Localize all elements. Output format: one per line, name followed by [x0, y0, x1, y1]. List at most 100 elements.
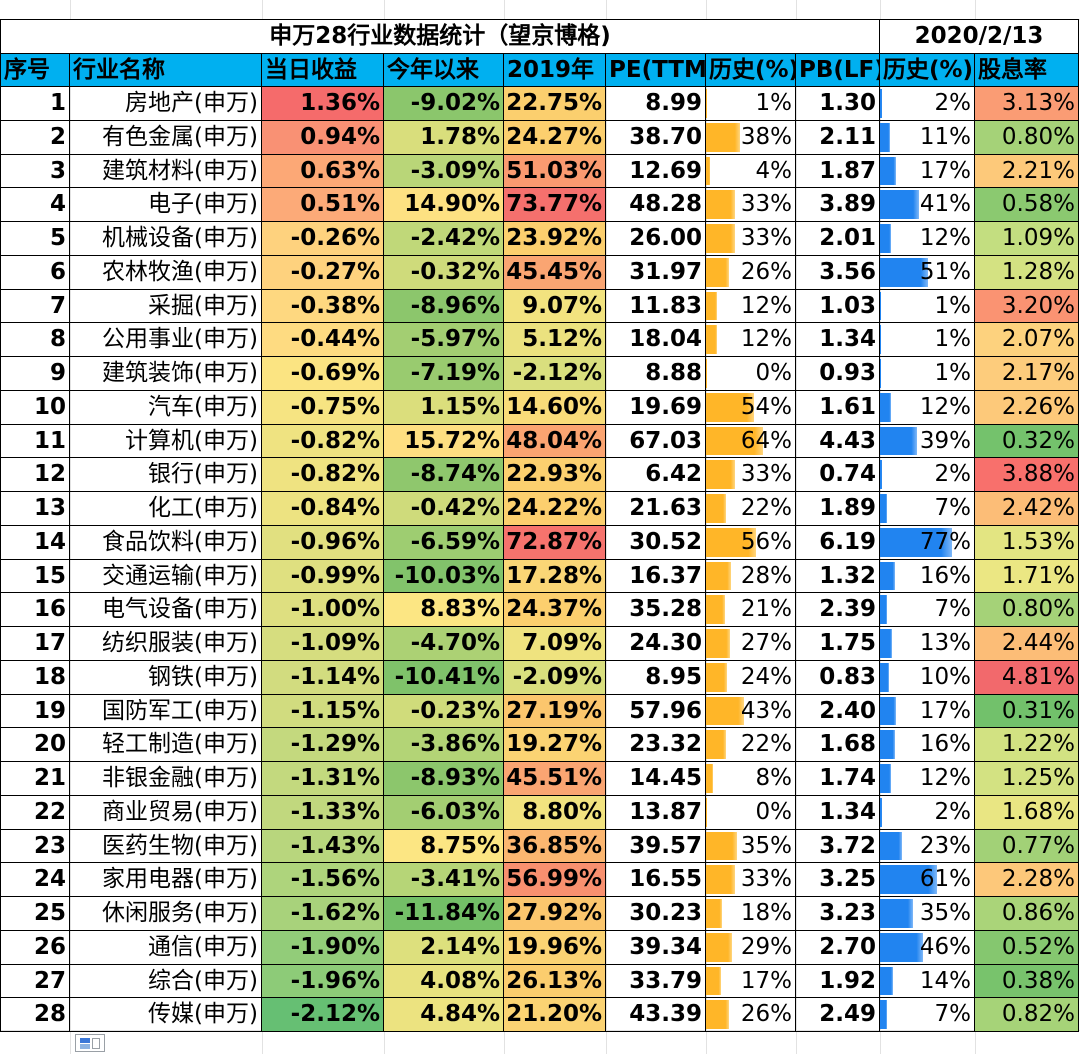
- ytd-return[interactable]: -3.09%: [384, 155, 504, 188]
- daily-return[interactable]: -0.82%: [262, 458, 384, 492]
- pe-history[interactable]: 12%: [706, 290, 796, 323]
- pb-history[interactable]: 10%: [880, 661, 975, 695]
- pb-history[interactable]: 46%: [880, 931, 975, 965]
- pe-ttm[interactable]: 18.04: [606, 323, 706, 357]
- row-index[interactable]: 27: [0, 965, 70, 998]
- pb-history[interactable]: 16%: [880, 560, 975, 593]
- daily-return[interactable]: -0.27%: [262, 256, 384, 290]
- header-index[interactable]: 序号: [0, 54, 70, 87]
- row-index[interactable]: 8: [0, 323, 70, 357]
- dividend-yield[interactable]: 3.20%: [975, 290, 1079, 323]
- daily-return[interactable]: -1.56%: [262, 863, 384, 897]
- ytd-return[interactable]: -0.32%: [384, 256, 504, 290]
- ytd-return[interactable]: -4.70%: [384, 627, 504, 661]
- return-2019[interactable]: 51.03%: [504, 155, 606, 188]
- pb-lf[interactable]: 0.83: [796, 661, 880, 695]
- return-2019[interactable]: 24.37%: [504, 593, 606, 627]
- pe-history[interactable]: 22%: [706, 728, 796, 762]
- return-2019[interactable]: 19.96%: [504, 931, 606, 965]
- dividend-yield[interactable]: 2.44%: [975, 627, 1079, 661]
- return-2019[interactable]: 73.77%: [504, 188, 606, 222]
- dividend-yield[interactable]: 3.88%: [975, 458, 1079, 492]
- pe-history[interactable]: 21%: [706, 593, 796, 627]
- pe-history[interactable]: 29%: [706, 931, 796, 965]
- row-index[interactable]: 9: [0, 357, 70, 391]
- industry-name[interactable]: 非银金融(申万): [70, 762, 262, 796]
- row-index[interactable]: 14: [0, 526, 70, 560]
- paste-options-icon[interactable]: [75, 1034, 105, 1052]
- pb-lf[interactable]: 3.72: [796, 830, 880, 863]
- industry-name[interactable]: 国防军工(申万): [70, 695, 262, 728]
- industry-name[interactable]: 机械设备(申万): [70, 222, 262, 256]
- industry-name[interactable]: 交通运输(申万): [70, 560, 262, 593]
- pb-lf[interactable]: 1.03: [796, 290, 880, 323]
- pb-lf[interactable]: 3.89: [796, 188, 880, 222]
- ytd-return[interactable]: -10.41%: [384, 661, 504, 695]
- industry-name[interactable]: 钢铁(申万): [70, 661, 262, 695]
- ytd-return[interactable]: 1.78%: [384, 121, 504, 155]
- pb-lf[interactable]: 3.56: [796, 256, 880, 290]
- pb-lf[interactable]: 1.34: [796, 323, 880, 357]
- daily-return[interactable]: -0.38%: [262, 290, 384, 323]
- ytd-return[interactable]: 1.15%: [384, 391, 504, 425]
- row-index[interactable]: 20: [0, 728, 70, 762]
- return-2019[interactable]: -2.12%: [504, 357, 606, 391]
- pb-lf[interactable]: 1.92: [796, 965, 880, 998]
- industry-name[interactable]: 化工(申万): [70, 492, 262, 526]
- industry-name[interactable]: 建筑材料(申万): [70, 155, 262, 188]
- daily-return[interactable]: -1.33%: [262, 796, 384, 830]
- pe-history[interactable]: 24%: [706, 661, 796, 695]
- ytd-return[interactable]: -0.23%: [384, 695, 504, 728]
- industry-name[interactable]: 通信(申万): [70, 931, 262, 965]
- pb-history[interactable]: 7%: [880, 593, 975, 627]
- industry-name[interactable]: 电气设备(申万): [70, 593, 262, 627]
- pe-ttm[interactable]: 39.57: [606, 830, 706, 863]
- pb-history[interactable]: 51%: [880, 256, 975, 290]
- pe-history[interactable]: 33%: [706, 863, 796, 897]
- pb-lf[interactable]: 1.87: [796, 155, 880, 188]
- row-index[interactable]: 10: [0, 391, 70, 425]
- ytd-return[interactable]: 4.84%: [384, 998, 504, 1032]
- pe-ttm[interactable]: 48.28: [606, 188, 706, 222]
- row-index[interactable]: 26: [0, 931, 70, 965]
- pb-history[interactable]: 2%: [880, 458, 975, 492]
- pe-ttm[interactable]: 33.79: [606, 965, 706, 998]
- pe-ttm[interactable]: 24.30: [606, 627, 706, 661]
- pe-ttm[interactable]: 8.99: [606, 87, 706, 121]
- row-index[interactable]: 6: [0, 256, 70, 290]
- daily-return[interactable]: -1.96%: [262, 965, 384, 998]
- pb-history[interactable]: 61%: [880, 863, 975, 897]
- row-index[interactable]: 12: [0, 458, 70, 492]
- pb-lf[interactable]: 2.40: [796, 695, 880, 728]
- pe-history[interactable]: 18%: [706, 897, 796, 931]
- industry-name[interactable]: 商业贸易(申万): [70, 796, 262, 830]
- row-index[interactable]: 17: [0, 627, 70, 661]
- pe-history[interactable]: 64%: [706, 425, 796, 458]
- daily-return[interactable]: -0.99%: [262, 560, 384, 593]
- pb-lf[interactable]: 2.01: [796, 222, 880, 256]
- row-index[interactable]: 25: [0, 897, 70, 931]
- industry-name[interactable]: 电子(申万): [70, 188, 262, 222]
- header-pb-lf[interactable]: PB(LF): [796, 54, 880, 87]
- industry-name[interactable]: 公用事业(申万): [70, 323, 262, 357]
- industry-name[interactable]: 有色金属(申万): [70, 121, 262, 155]
- ytd-return[interactable]: 2.14%: [384, 931, 504, 965]
- return-2019[interactable]: 45.51%: [504, 762, 606, 796]
- ytd-return[interactable]: 14.90%: [384, 188, 504, 222]
- pe-history[interactable]: 8%: [706, 762, 796, 796]
- dividend-yield[interactable]: 1.25%: [975, 762, 1079, 796]
- ytd-return[interactable]: -11.84%: [384, 897, 504, 931]
- pb-history[interactable]: 1%: [880, 323, 975, 357]
- pb-lf[interactable]: 1.30: [796, 87, 880, 121]
- return-2019[interactable]: 24.27%: [504, 121, 606, 155]
- industry-name[interactable]: 房地产(申万): [70, 87, 262, 121]
- pe-ttm[interactable]: 21.63: [606, 492, 706, 526]
- ytd-return[interactable]: -9.02%: [384, 87, 504, 121]
- pb-history[interactable]: 12%: [880, 762, 975, 796]
- pb-lf[interactable]: 1.89: [796, 492, 880, 526]
- dividend-yield[interactable]: 2.17%: [975, 357, 1079, 391]
- daily-return[interactable]: -1.00%: [262, 593, 384, 627]
- dividend-yield[interactable]: 0.31%: [975, 695, 1079, 728]
- header-daily-return[interactable]: 当日收益: [262, 54, 384, 87]
- pb-history[interactable]: 12%: [880, 222, 975, 256]
